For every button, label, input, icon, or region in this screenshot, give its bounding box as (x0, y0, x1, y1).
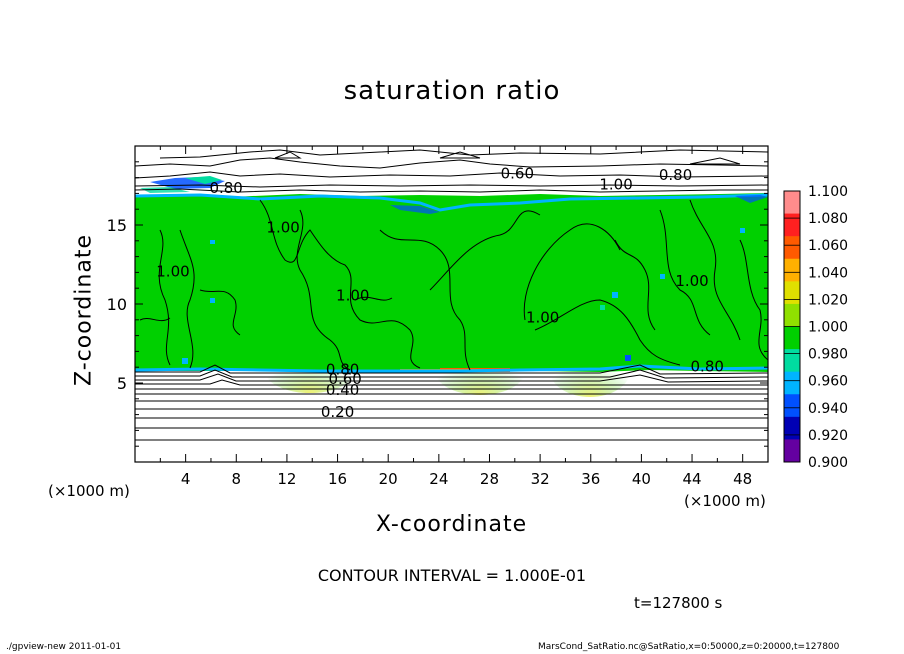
contour-label: 0.20 (321, 403, 354, 421)
chart-title: saturation ratio (343, 76, 561, 106)
colorbar: 1.100 1.080 1.060 1.040 1.020 1.000 0.980 0.960… (783, 184, 848, 471)
x-axis-title: X-coordinate (375, 512, 528, 537)
y-tick-label: 10 (107, 295, 127, 314)
colorbar-label: 0.900 (808, 455, 848, 471)
y-axis: 5 10 15 (107, 161, 768, 447)
footer-source: MarsCond_SatRatio.nc@SatRatio,x=0:50000,… (538, 642, 840, 652)
contour-label: 0.80 (659, 166, 692, 184)
colorbar-swatch (784, 349, 800, 373)
x-tick-label: 16 (328, 470, 347, 488)
colorbar-label: 0.920 (808, 428, 848, 444)
x-tick-label: 24 (429, 470, 448, 488)
y-tick-label: 5 (117, 374, 127, 393)
contour-label: 1.00 (336, 286, 369, 304)
contour-label: 0.60 (328, 370, 361, 388)
contour-label: 0.40 (326, 381, 359, 399)
colorbar-swatch (784, 213, 800, 237)
contour-labels: 0.60 0.801.000.801.001.001.001.001.000.80… (156, 165, 724, 422)
colorbar-label: 1.020 (808, 292, 848, 308)
contour-interval-label: CONTOUR INTERVAL = 1.000E-01 (317, 566, 587, 585)
x-tick-label: 28 (480, 470, 499, 488)
colorbar-swatch (784, 439, 800, 463)
contour-label: 1.00 (526, 308, 559, 326)
x-tick-label: 12 (277, 470, 296, 488)
colorbar-swatch (784, 236, 800, 260)
x-tick-label: 4 (181, 470, 191, 488)
colorbar-swatch (784, 281, 800, 305)
colorbar-label: 0.940 (808, 401, 848, 417)
colorbar-swatch (784, 371, 800, 395)
colorbar-swatch (784, 191, 800, 215)
x-tick-label: 32 (531, 470, 550, 488)
colorbar-label: 0.960 (808, 374, 848, 390)
footer-command: ./gpview-new 2011-01-01 (6, 642, 122, 652)
colorbar-swatch (784, 258, 800, 282)
x-tick-label: 20 (379, 470, 398, 488)
contour-label: 0.80 (691, 357, 724, 375)
contour-label: 1.00 (599, 176, 632, 194)
colorbar-label: 1.000 (808, 320, 848, 336)
x-unit-label-right: (×1000 m) (684, 492, 766, 510)
colorbar-swatch (784, 416, 800, 440)
x-axis: 4 8 12 16 20 24 28 32 36 40 44 48 (159, 146, 752, 488)
time-label: t=127800 s (634, 594, 723, 612)
x-tick-label: 36 (581, 470, 600, 488)
colorbar-label: 1.060 (808, 238, 848, 254)
contour-label: 0.80 (326, 361, 359, 379)
y-axis-title: Z-coordinate (71, 234, 97, 386)
contour-label: 1.00 (675, 272, 708, 290)
contour-label: 1.00 (266, 218, 299, 236)
x-unit-label-left: (×1000 m) (48, 482, 130, 500)
colorbar-swatch (784, 394, 800, 418)
x-tick-label: 8 (232, 470, 242, 488)
contour-label: 1.00 (156, 263, 189, 281)
colorbar-swatch (784, 326, 800, 350)
plot-field (135, 146, 768, 462)
x-tick-label: 48 (733, 470, 752, 488)
colorbar-label: 1.080 (808, 211, 848, 227)
x-tick-label: 40 (632, 470, 651, 488)
colorbar-swatch (784, 303, 800, 327)
colorbar-label: 0.980 (808, 347, 848, 363)
colorbar-label: 1.040 (808, 265, 848, 281)
x-tick-label: 44 (682, 470, 701, 488)
contour-label: 0.60 (501, 165, 534, 183)
y-tick-label: 15 (107, 216, 127, 235)
contour-label: 0.80 (209, 179, 242, 197)
colorbar-label: 1.100 (808, 184, 848, 200)
